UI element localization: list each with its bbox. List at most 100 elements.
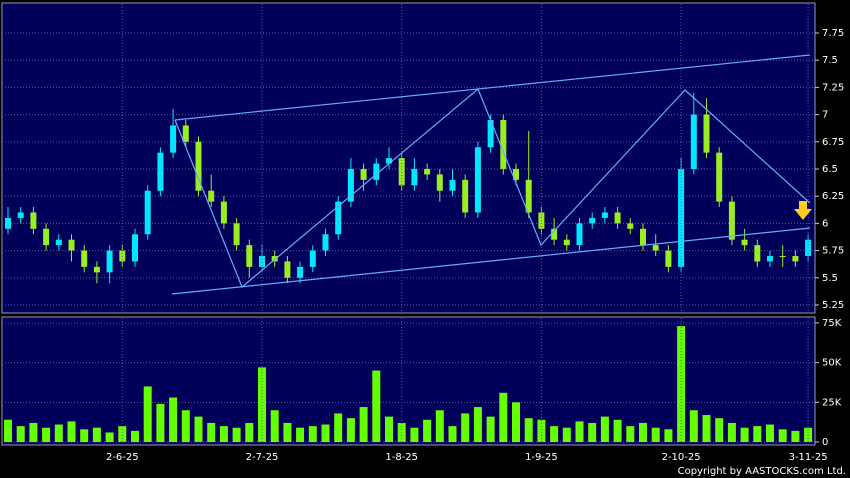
candle-body: [792, 256, 799, 262]
candle-body: [614, 212, 621, 224]
volume-bar: [766, 424, 774, 442]
candle-body: [68, 239, 75, 251]
volume-bar: [207, 422, 216, 442]
volume-bar: [105, 432, 114, 442]
candle-body: [233, 223, 240, 246]
volume-bar: [334, 413, 343, 442]
candle-body: [754, 245, 761, 262]
volume-bar: [702, 415, 711, 442]
y-tick-label: 6.75: [822, 137, 844, 148]
candle-body: [30, 212, 37, 229]
y-tick-label: 6.5: [822, 164, 838, 175]
volume-bar: [727, 422, 736, 442]
candle-body: [551, 228, 558, 240]
candle-body: [246, 245, 253, 267]
volume-bar: [778, 429, 787, 442]
volume-bar: [448, 426, 457, 442]
candle-body: [500, 120, 507, 169]
candle-body: [779, 256, 786, 258]
upper-channel: [174, 54, 811, 121]
volume-bar: [651, 427, 660, 442]
arrow-icon: [794, 201, 812, 220]
volume-bar: [473, 407, 482, 442]
candle-body: [411, 168, 418, 186]
lower-channel: [171, 227, 811, 295]
candle-body: [589, 217, 596, 224]
y-tick-label: 5.75: [822, 246, 844, 257]
candle-body: [259, 256, 265, 267]
candle-body: [474, 147, 481, 213]
candle-body: [398, 158, 405, 186]
volume-bar: [321, 424, 330, 442]
volume-bar: [562, 427, 571, 442]
candle-body: [563, 239, 570, 246]
candle-body: [462, 179, 469, 213]
volume-bar: [308, 426, 317, 442]
volume-bar: [245, 422, 254, 442]
candle-body: [627, 223, 634, 229]
zigzag: [174, 88, 811, 288]
volume-bar: [753, 426, 762, 442]
candle-body: [690, 114, 697, 169]
x-tick-label: 1-9-25: [525, 452, 558, 463]
candle-body: [716, 152, 723, 202]
volume-bar: [118, 426, 127, 442]
volume-bar: [296, 427, 305, 442]
volume-bar: [283, 422, 292, 442]
volume-bar: [613, 419, 622, 442]
candle-body: [728, 201, 735, 240]
candle-body: [5, 217, 11, 229]
candle-body: [335, 201, 342, 235]
volume-bar: [486, 416, 495, 442]
x-tick-label: 1-8-25: [385, 452, 418, 463]
volume-bar: [346, 418, 355, 442]
candle-body: [195, 141, 202, 191]
candle-body: [640, 228, 646, 246]
x-tick-label: 3-11-25: [789, 452, 828, 463]
candle-body: [132, 234, 138, 262]
y-tick-label: 0: [822, 437, 828, 448]
volume-bar: [54, 424, 63, 442]
candle-body: [487, 120, 494, 148]
volume-bar: [689, 410, 698, 442]
volume-bar: [524, 418, 533, 442]
trendlines: [171, 54, 811, 295]
volume-bar: [575, 421, 584, 442]
volume-bar: [156, 403, 165, 442]
y-tick-label: 6: [822, 218, 828, 229]
candle-body: [17, 212, 24, 218]
candle-body: [576, 223, 583, 246]
volume-bar: [29, 422, 38, 442]
volume-bar: [740, 427, 749, 442]
candle-body: [347, 168, 354, 202]
volume-bar: [359, 407, 368, 442]
volume-bar: [435, 410, 444, 442]
candle-body: [703, 114, 710, 153]
volume-bar: [16, 426, 25, 442]
volume-bar: [194, 416, 203, 442]
candle-body: [208, 190, 215, 202]
candle-body: [601, 212, 608, 218]
volume-bar: [270, 410, 279, 442]
volume-bar: [423, 419, 432, 442]
candle-body: [55, 239, 62, 246]
candle-body: [360, 168, 367, 180]
candle-body: [386, 158, 392, 164]
volume-bar: [181, 410, 190, 442]
volume-bar: [131, 430, 139, 442]
x-tick-label: 2-10-25: [662, 452, 701, 463]
volume-bar: [639, 422, 647, 442]
y-tick-label: 7: [822, 110, 828, 121]
volume-bar: [232, 427, 241, 442]
candle-body: [106, 250, 113, 273]
y-tick-label: 5.25: [822, 300, 844, 311]
y-tick-label: 7.25: [822, 82, 844, 93]
volume-bar: [512, 402, 520, 442]
candle-body: [741, 239, 748, 246]
candle-body: [170, 125, 177, 153]
volume-bar: [385, 416, 393, 442]
volume-bar: [715, 418, 724, 442]
volume-bar: [80, 429, 89, 442]
volume-bar: [258, 367, 266, 442]
